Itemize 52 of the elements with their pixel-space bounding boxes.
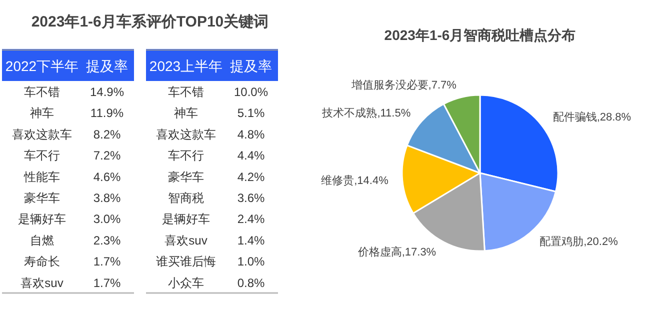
text: 11.9% xyxy=(90,106,124,120)
category-label: 寿命长 xyxy=(24,254,60,269)
text: 3.0% xyxy=(93,212,121,226)
slice-label: 配置鸡肋,20.2% xyxy=(540,236,618,248)
slice-label: 技术不成熟,11.5% xyxy=(321,106,411,120)
slice-label: 维修贵,14.4% xyxy=(321,174,389,188)
category-label: 喜欢suv xyxy=(20,276,64,290)
category-label: 豪华车 xyxy=(168,170,204,184)
category-label: 喜欢这款车 xyxy=(156,127,216,142)
text: 2023上半年 xyxy=(149,58,223,74)
category-label: 车不行 xyxy=(168,148,204,163)
text: 2022下半年 xyxy=(5,58,79,74)
category-label: 车不行 xyxy=(24,148,60,163)
text: 4.6% xyxy=(93,170,121,184)
category-label: 喜欢这款车 xyxy=(12,127,72,142)
category-label: 神车 xyxy=(174,106,198,120)
text: 4.8% xyxy=(237,127,265,142)
text: 1.7% xyxy=(93,276,121,290)
slice-label: 增值服务没必要,7.7% xyxy=(350,78,457,92)
slice-label: 配件骗钱,28.8% xyxy=(552,110,632,124)
category-label: 豪华车 xyxy=(24,191,60,205)
text: 7.2% xyxy=(93,148,121,163)
text: 0.8% xyxy=(237,276,265,290)
text: 4.4% xyxy=(237,148,265,163)
text: 2023年1-6月车系评价TOP10关键词 xyxy=(31,12,269,30)
text: 4.2% xyxy=(237,170,265,184)
text: 14.9% xyxy=(90,85,124,99)
text: 提及率 xyxy=(230,58,272,74)
text: 3.6% xyxy=(237,191,265,205)
slice-label: 价格虚高,17.3% xyxy=(356,246,436,259)
text: 10.0% xyxy=(234,85,268,99)
text: 提及率 xyxy=(86,58,128,74)
category-label: 神车 xyxy=(30,106,54,120)
text: 2.3% xyxy=(93,233,121,248)
category-label: 喜欢suv xyxy=(164,233,208,248)
category-label: 是辆好车 xyxy=(162,212,210,226)
category-label: 车不错 xyxy=(24,85,60,99)
category-label: 是辆好车 xyxy=(18,212,66,226)
text: 1.7% xyxy=(93,254,121,269)
chart-title: 2023年1-6月智商税吐槽点分布 xyxy=(384,27,576,43)
category-label: 谁买谁后悔 xyxy=(156,254,216,269)
text: 8.2% xyxy=(93,127,121,142)
text: 3.8% xyxy=(93,191,121,205)
text: 2.4% xyxy=(237,212,265,226)
text: 5.1% xyxy=(237,106,265,120)
category-label: 车不错 xyxy=(168,85,204,99)
text: 1.0% xyxy=(237,254,265,269)
category-label: 性能车 xyxy=(23,170,60,184)
category-label: 智商税 xyxy=(168,191,204,205)
text: 1.4% xyxy=(237,233,265,248)
category-label: 自燃 xyxy=(30,233,54,248)
category-label: 小众车 xyxy=(168,276,204,290)
